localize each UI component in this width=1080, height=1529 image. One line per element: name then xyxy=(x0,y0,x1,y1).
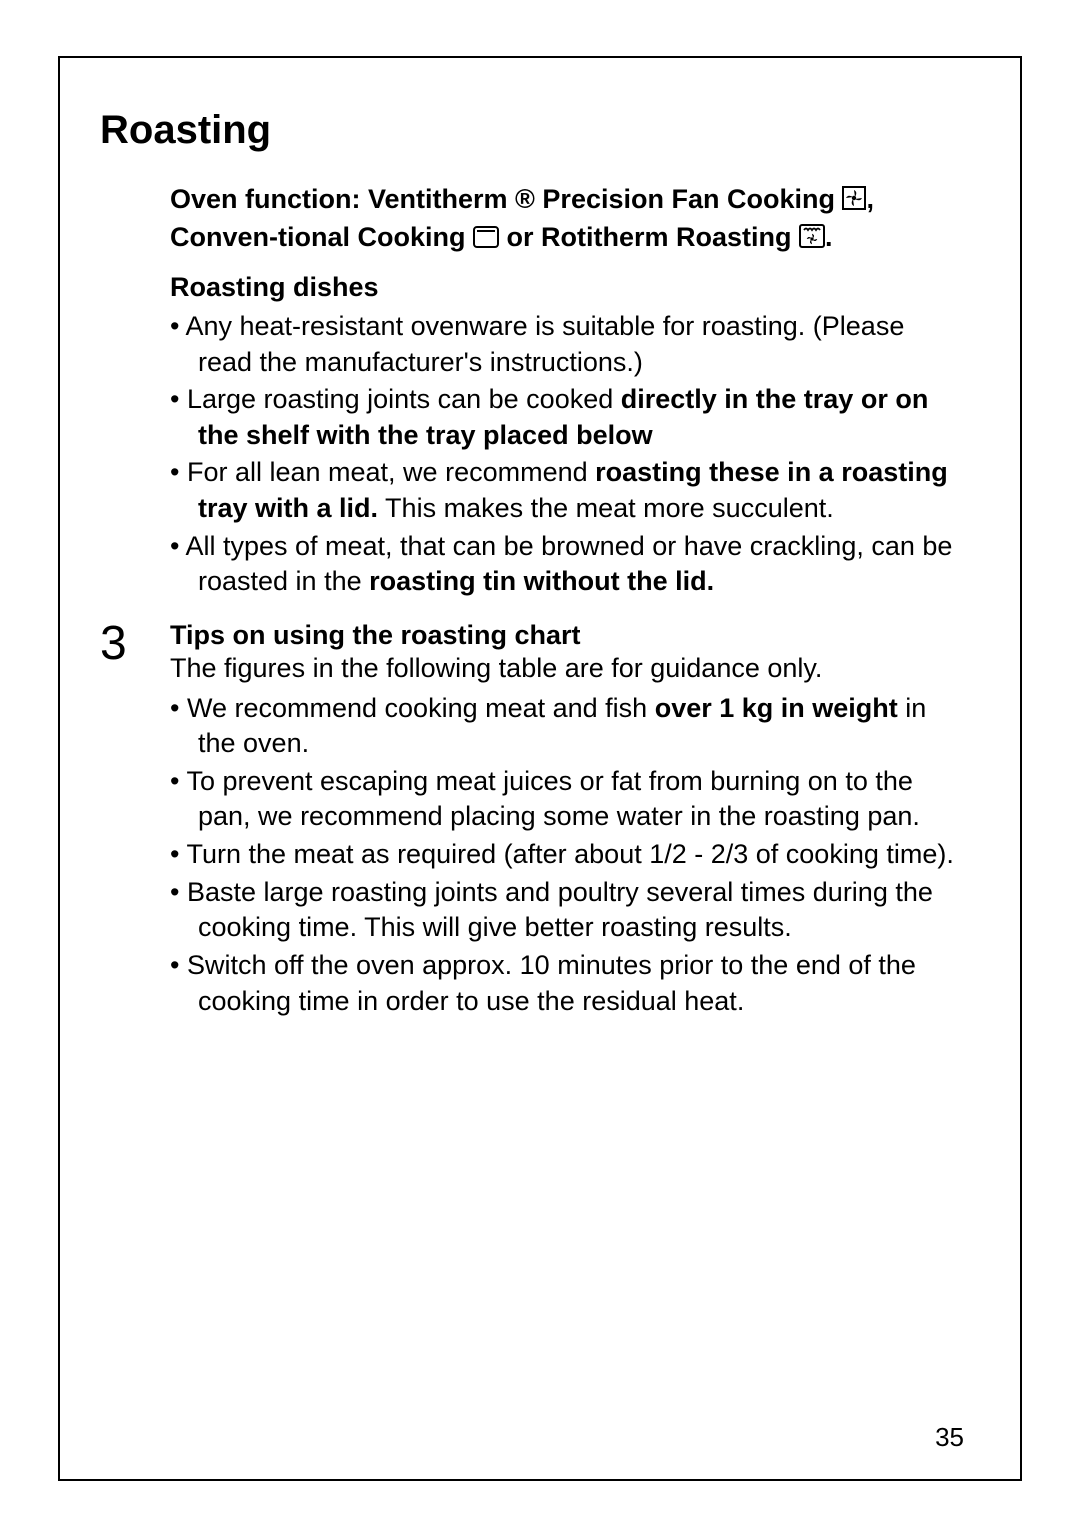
page-frame: Roasting Oven function: Ventitherm ® Pre… xyxy=(58,56,1022,1481)
tip-number-marker: 3 xyxy=(100,620,127,668)
list-text: For all lean meat, we recommend xyxy=(187,457,595,487)
tips-list: We recommend cooking meat and fish over … xyxy=(170,691,964,1020)
list-text: Large roasting joints can be cooked xyxy=(187,384,621,414)
lead-end: . xyxy=(825,222,833,252)
list-text: To prevent escaping meat juices or fat f… xyxy=(186,766,919,832)
oven-function-lead: Oven function: Ventitherm ® Precision Fa… xyxy=(170,181,964,258)
page: Roasting Oven function: Ventitherm ® Pre… xyxy=(0,0,1080,1529)
list-item: Switch off the oven approx. 10 minutes p… xyxy=(170,948,964,1019)
lead-mid2: or Rotitherm Roasting xyxy=(499,222,799,252)
list-item: Any heat-resistant ovenware is suitable … xyxy=(170,309,964,380)
list-text: We recommend cooking meat and fish xyxy=(187,693,655,723)
lead-pre: Oven function: Ventitherm ® Precision Fa… xyxy=(170,184,842,214)
list-item: To prevent escaping meat juices or fat f… xyxy=(170,764,964,835)
page-title: Roasting xyxy=(100,108,964,153)
list-item: Turn the meat as required (after about 1… xyxy=(170,837,964,873)
roasting-dishes-list: Any heat-resistant ovenware is suitable … xyxy=(170,309,964,600)
list-item: All types of meat, that can be browned o… xyxy=(170,529,964,600)
list-text: Switch off the oven approx. 10 minutes p… xyxy=(187,950,916,1016)
list-text: This makes the meat more succulent. xyxy=(378,493,834,523)
list-item: For all lean meat, we recommend roasting… xyxy=(170,455,964,526)
tips-intro: The figures in the following table are f… xyxy=(170,651,964,687)
list-bold: roasting tin without the lid. xyxy=(369,566,714,596)
list-text: Baste large roasting joints and poultry … xyxy=(187,877,933,943)
rotitherm-icon xyxy=(799,221,825,257)
content-column: Roasting Oven function: Ventitherm ® Pre… xyxy=(170,108,964,1019)
tips-heading: Tips on using the roasting chart xyxy=(170,620,964,651)
list-item: We recommend cooking meat and fish over … xyxy=(170,691,964,762)
fan-icon xyxy=(842,183,866,219)
list-item: Large roasting joints can be cooked dire… xyxy=(170,382,964,453)
list-text: Any heat-resistant ovenware is suitable … xyxy=(185,311,904,377)
conventional-icon xyxy=(473,221,499,257)
roasting-dishes-heading: Roasting dishes xyxy=(170,272,964,303)
list-bold: over 1 kg in weight xyxy=(655,693,898,723)
list-item: Baste large roasting joints and poultry … xyxy=(170,875,964,946)
page-number: 35 xyxy=(935,1422,964,1453)
list-text: Turn the meat as required (after about 1… xyxy=(186,839,953,869)
